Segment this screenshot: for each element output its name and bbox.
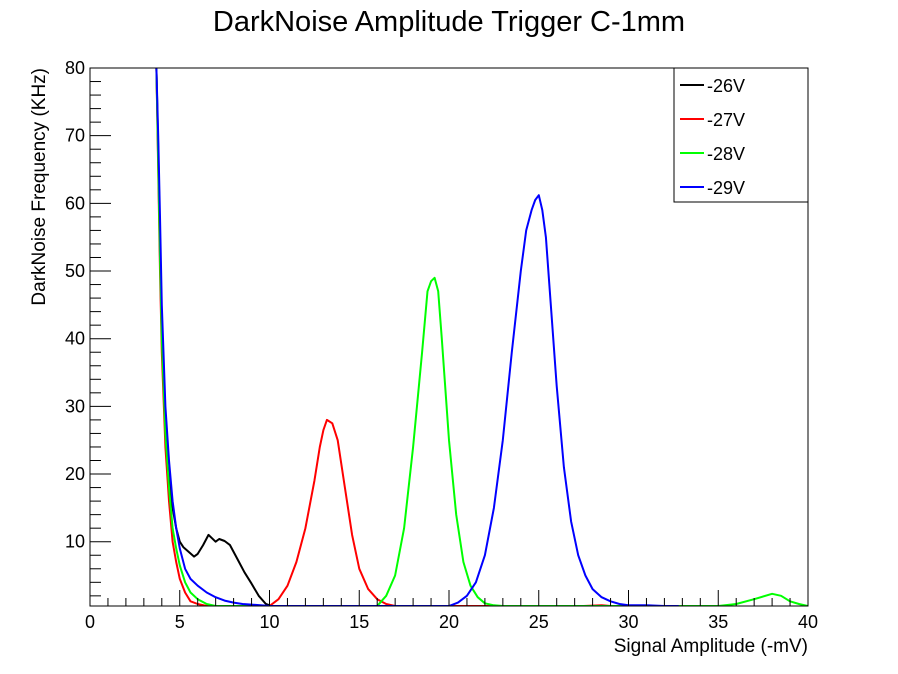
series-line-3 [155,68,679,606]
y-tick-label: 30 [65,396,85,416]
legend-label: -27V [707,110,745,130]
x-tick-label: 35 [708,612,728,632]
legend-label: -29V [707,178,745,198]
plot-lines [155,68,808,606]
legend: -26V -27V -28V -29V [673,67,809,203]
x-tick-label: 15 [349,612,369,632]
x-tick-label: 5 [175,612,185,632]
axes: 0 5 10 15 20 25 30 35 40 10 20 30 40 50 60 70 80 [65,58,818,632]
y-tick-label: 50 [65,261,85,281]
x-tick-label: 0 [85,612,95,632]
y-tick-label: 10 [65,532,85,552]
legend-label: -26V [707,76,745,96]
x-tick-label: 30 [618,612,638,632]
series-line-1 [155,68,611,606]
y-tick-label: 70 [65,126,85,146]
legend-label: -28V [707,144,745,164]
legend-box [673,67,809,203]
series-line-2 [155,68,808,606]
y-tick-label: 80 [65,58,85,78]
y-axis-label: DarkNoise Frequency (KHz) [29,68,50,306]
x-tick-label: 40 [798,612,818,632]
x-tick-label: 25 [529,612,549,632]
y-tick-label: 40 [65,329,85,349]
y-tick-label: 20 [65,464,85,484]
x-axis-label: Signal Amplitude (-mV) [614,636,808,657]
chart-title: DarkNoise Amplitude Trigger C-1mm [213,6,685,38]
series-line-0 [155,68,272,606]
x-tick-label: 20 [439,612,459,632]
x-tick-label: 10 [259,612,279,632]
y-tick-label: 60 [65,193,85,213]
